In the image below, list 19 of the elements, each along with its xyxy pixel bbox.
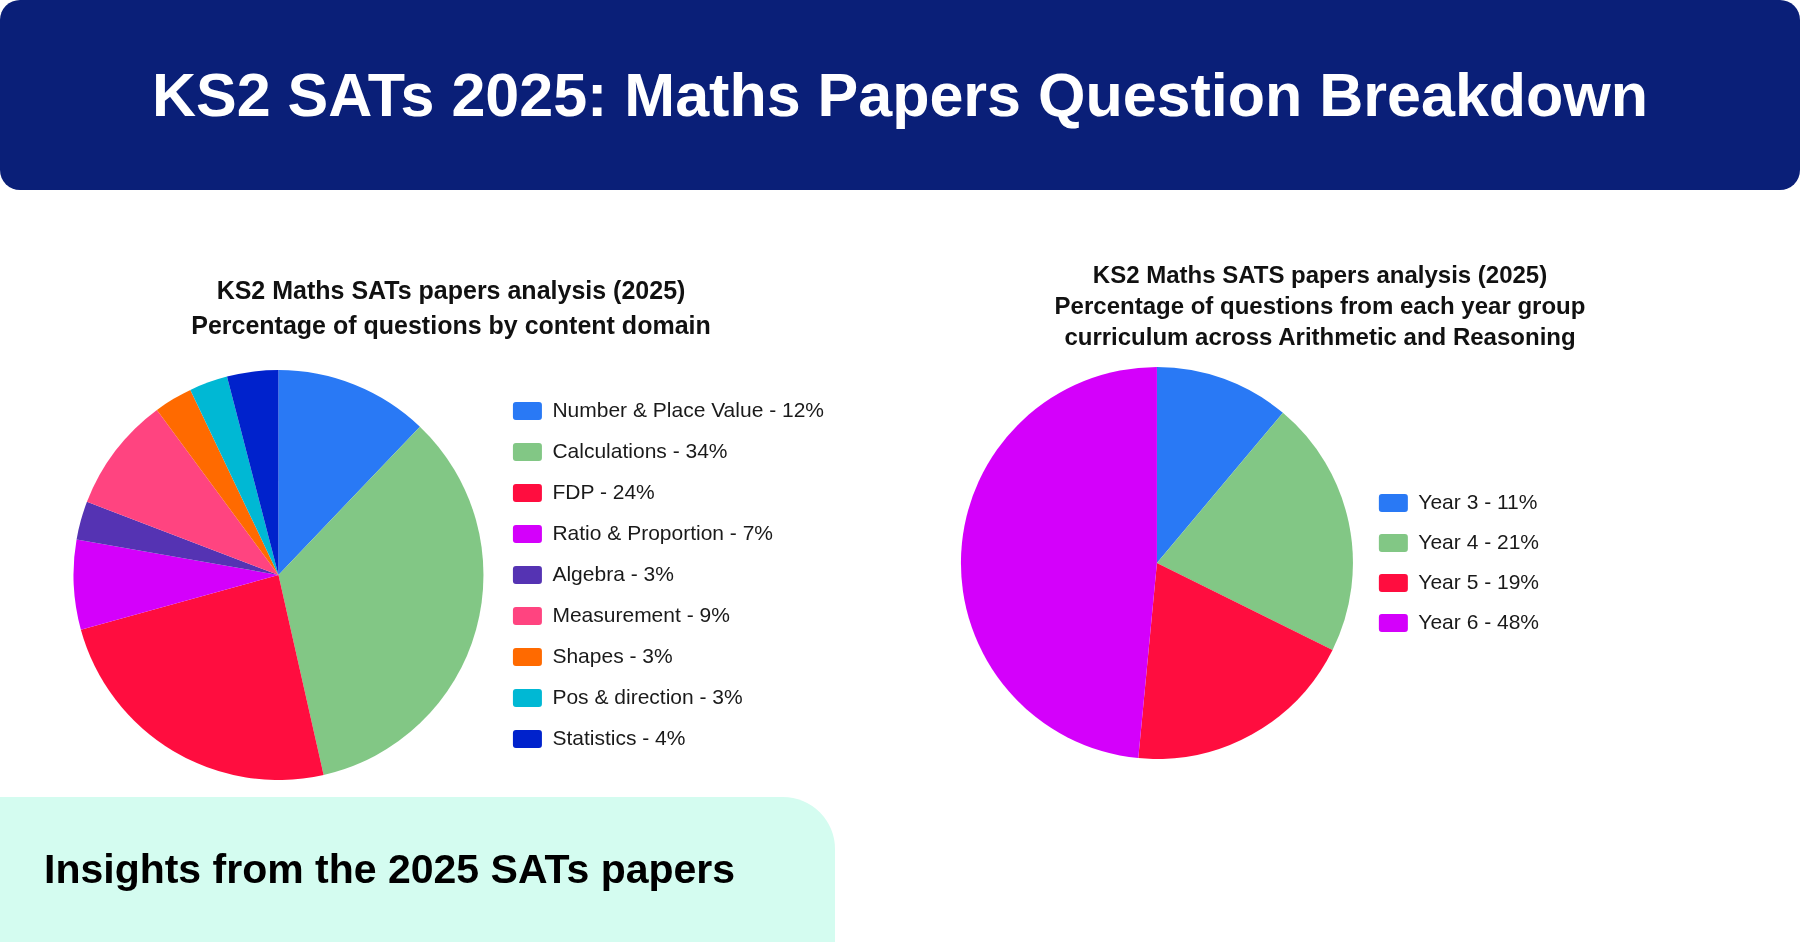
legend-label: Algebra - 3% bbox=[552, 561, 674, 585]
legend-label: Year 4 - 21% bbox=[1418, 529, 1539, 553]
legend-label: Measurement - 9% bbox=[552, 602, 730, 626]
legend-label: Pos & direction - 3% bbox=[552, 684, 743, 708]
chart-title: KS2 Maths SATS papers analysis (2025) bbox=[1092, 260, 1548, 288]
legend-label: Year 6 - 48% bbox=[1418, 609, 1539, 633]
legend-label: Calculations - 34% bbox=[552, 438, 728, 462]
text: Insights from the 2025 SATs papers bbox=[44, 846, 736, 892]
legend-label: Ratio & Proportion - 7% bbox=[552, 520, 774, 544]
legend-label: Year 3 - 11% bbox=[1418, 489, 1538, 513]
legend-label: Shapes - 3% bbox=[552, 643, 673, 667]
text: KS2 SATs 2025: Maths Papers Question Breakdown bbox=[151, 61, 1649, 129]
chart-title: KS2 Maths SATs papers analysis (2025) bbox=[216, 276, 686, 304]
legend-label: Year 5 - 19% bbox=[1418, 569, 1539, 593]
legend-label: Statistics - 4% bbox=[552, 725, 686, 749]
chart-subtitle: Percentage of questions from each year group curriculum across Arithmetic and Reasoning bbox=[1054, 291, 1586, 350]
chart-subtitle: Percentage of questions by content domain bbox=[191, 310, 711, 339]
legend-label: Number & Place Value - 12% bbox=[552, 397, 824, 421]
legend-label: FDP - 24% bbox=[552, 479, 655, 503]
